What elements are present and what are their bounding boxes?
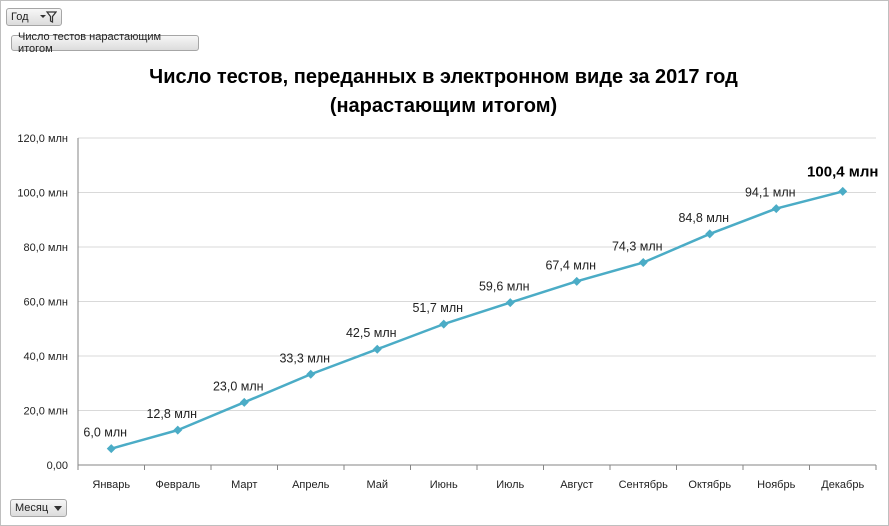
data-label: 6,0 млн	[83, 426, 127, 440]
measure-field-button[interactable]: Число тестов нарастающим итогом	[11, 31, 199, 55]
x-tick-label: Июнь	[430, 479, 458, 491]
x-tick-label: Февраль	[155, 479, 200, 491]
data-point	[572, 276, 582, 286]
data-point	[439, 319, 449, 329]
data-label: 74,3 млн	[612, 240, 663, 254]
data-point	[306, 369, 316, 379]
data-point	[173, 425, 183, 435]
data-point	[505, 298, 515, 308]
data-point	[838, 186, 848, 196]
data-label: 12,8 млн	[146, 407, 197, 421]
data-point	[239, 397, 249, 407]
series-line	[110, 190, 844, 450]
x-tick-label: Октябрь	[688, 479, 731, 491]
y-tick-label: 20,0 млн	[23, 406, 68, 418]
x-tick-label: Март	[231, 479, 257, 491]
x-tick-label: Декабрь	[821, 479, 864, 491]
filter-icon	[40, 11, 57, 23]
data-label: 67,4 млн	[545, 258, 596, 272]
x-tick-label: Ноябрь	[757, 479, 795, 491]
data-label: 51,7 млн	[412, 301, 463, 315]
data-label: 100,4 млн	[807, 163, 878, 180]
x-tick-label: Август	[560, 479, 593, 491]
data-label: 33,3 млн	[279, 351, 330, 365]
y-tick-label: 100,0 млн	[17, 188, 68, 200]
x-tick-label: Июль	[496, 479, 524, 491]
y-tick-label: 40,0 млн	[23, 351, 68, 363]
data-label: 23,0 млн	[213, 379, 264, 393]
data-point	[771, 204, 781, 214]
month-filter-label: Месяц	[15, 502, 49, 514]
data-label: 42,5 млн	[346, 326, 397, 340]
x-tick-label: Январь	[92, 479, 130, 491]
x-tick-label: Сентябрь	[619, 479, 669, 491]
data-point	[705, 229, 715, 239]
y-tick-label: 80,0 млн	[23, 242, 68, 254]
chart-subtitle: (нарастающим итогом)	[329, 95, 558, 117]
data-label: 94,1 млн	[745, 186, 796, 200]
data-label: 84,8 млн	[678, 211, 729, 225]
dropdown-arrow-icon	[54, 505, 62, 511]
y-tick-label: 0,00	[47, 460, 68, 472]
data-point	[106, 444, 116, 454]
y-tick-label: 120,0 млн	[17, 133, 68, 145]
x-tick-label: Апрель	[292, 479, 330, 491]
measure-field-label: Число тестов нарастающим итогом	[18, 31, 162, 55]
chart-title: Число тестов, переданных в электронном в…	[149, 66, 738, 88]
data-point	[638, 258, 648, 268]
year-filter-label: Год	[11, 11, 29, 23]
year-filter-button[interactable]: Год	[6, 8, 62, 26]
y-tick-label: 60,0 млн	[23, 297, 68, 309]
x-tick-label: Май	[366, 479, 388, 491]
month-filter-button[interactable]: Месяц	[10, 499, 67, 517]
data-label: 59,6 млн	[479, 280, 530, 294]
data-point	[372, 344, 382, 354]
